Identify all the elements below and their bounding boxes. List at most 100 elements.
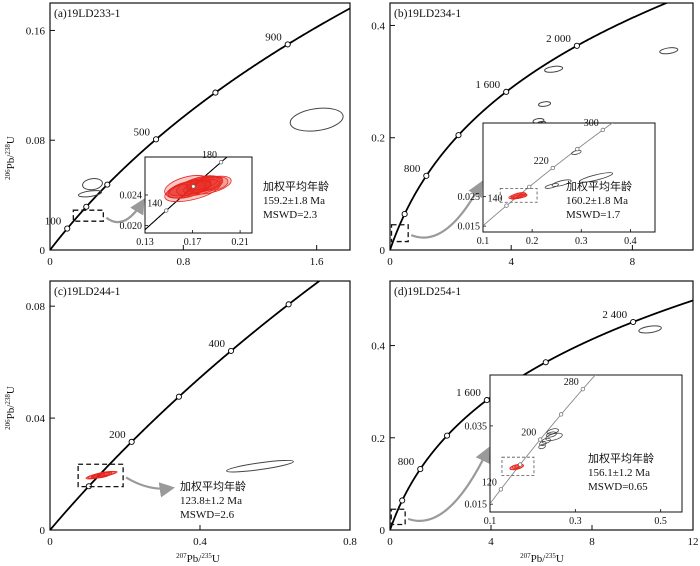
inset-discordant-ellipse (551, 179, 572, 187)
age-node (152, 136, 160, 143)
x-tick-label: 0 (47, 256, 53, 268)
zoom-arrow (105, 198, 145, 224)
inset-group (483, 123, 614, 227)
x-tick-label: 0.8 (343, 536, 357, 548)
inset-discordant-ellipse (538, 444, 546, 450)
weighted-mean-age: 156.1±1.2 Ma (588, 467, 650, 479)
inset-discordant-ellipse (578, 172, 614, 183)
concordia-group (50, 281, 321, 530)
inset-y-tick-label: 0.015 (465, 500, 488, 511)
age-node (444, 432, 451, 439)
inset-x-tick-label: 0.3 (569, 516, 582, 527)
inset-age-node (558, 412, 564, 417)
x-tick-label: 1.6 (310, 256, 324, 268)
y-tick-label: 0.4 (371, 20, 385, 32)
panel-title: (a)19LD233-1 (54, 8, 121, 20)
x-tick-label: 0 (47, 536, 53, 548)
mswd-value: MSWD=1.7 (566, 209, 621, 221)
inset-age-node (191, 184, 196, 189)
y-tick-label: 0.2 (371, 433, 385, 445)
inset-age-node (550, 165, 555, 171)
age-node (228, 347, 235, 354)
y-axis-label-bottom: 206Pb/238U (4, 386, 17, 430)
y-tick-label: 0 (380, 245, 386, 257)
inset-x-tick-label: 0.21 (231, 237, 249, 248)
discordant-ellipse (638, 325, 662, 334)
inset-group (490, 375, 596, 505)
x-tick-label: 0 (387, 536, 393, 548)
x-tick-label: 0.4 (193, 536, 207, 548)
weighted-mean-label: 加权平均年龄 (588, 451, 654, 465)
inset-x-tick-label: 0.1 (477, 236, 490, 247)
inset-age-node (538, 437, 543, 442)
zoom-arrow (125, 476, 176, 498)
y-tick-label: 0.08 (26, 301, 46, 313)
age-label: 1 600 (456, 387, 481, 399)
y-tick-label: 0.4 (371, 341, 385, 353)
inset-age-label: 120 (482, 477, 497, 488)
x-tick-label: 0.8 (176, 256, 190, 268)
x-tick-label: 4 (488, 536, 494, 548)
age-node (573, 42, 580, 49)
panel-title: (b)19LD234-1 (394, 8, 461, 20)
svg-text:206Pb/238U: 206Pb/238U (4, 386, 17, 430)
inset-age-node (164, 208, 169, 213)
concordia-curve (390, 299, 693, 530)
age-label: 500 (134, 126, 151, 138)
inset-x-tick-label: 0.5 (654, 516, 667, 527)
inset-age-node (527, 184, 532, 190)
zoom-arrow (410, 180, 483, 239)
inset-age-node (504, 203, 509, 208)
mswd-value: MSWD=0.65 (588, 481, 648, 493)
age-label: 2 000 (546, 33, 571, 45)
concordia-curve (50, 281, 321, 530)
y-axis-label-top: 206Pb/238U (4, 136, 17, 180)
inset-group (145, 157, 232, 231)
inset-age-node (218, 160, 224, 165)
inset-x-tick-label: 0.2 (526, 236, 539, 247)
inset-age-node (600, 127, 605, 133)
age-node (423, 172, 430, 179)
data-ellipse (92, 471, 113, 479)
y-tick-label: 0.16 (26, 25, 46, 37)
data-ellipse (91, 471, 118, 479)
age-label: 2 400 (602, 309, 627, 321)
y-tick-label: 0.04 (26, 413, 46, 425)
y-tick-label: 0 (40, 525, 46, 537)
svg-text:206Pb/238U: 206Pb/238U (4, 136, 17, 180)
x-tick-label: 0 (387, 256, 393, 268)
age-label: 100 (45, 216, 62, 228)
inset-concordia (490, 375, 596, 505)
x-tick-label: 12 (688, 536, 699, 548)
inset-y-tick-label: 0.025 (458, 192, 481, 203)
inset-age-node (580, 386, 585, 392)
x-axis-label-right: 207Pb/235U (520, 552, 564, 565)
age-label: 200 (109, 429, 126, 441)
inset-age-node (518, 462, 523, 467)
inset-x-tick-label: 0.3 (575, 236, 588, 247)
discordant-ellipse (659, 47, 679, 55)
y-tick-label: 0 (380, 525, 386, 537)
inset-age-label: 280 (564, 377, 579, 388)
panel-title: (d)19LD254-1 (394, 286, 461, 298)
age-node (455, 132, 462, 139)
age-node (128, 438, 135, 445)
inset-y-tick-label: 0.020 (120, 221, 143, 232)
panel-title: (c)19LD244-1 (54, 286, 121, 298)
inset-focus-box (501, 456, 535, 476)
age-node (503, 88, 510, 95)
age-node (175, 393, 182, 400)
panel-c: 0 0.4 0.8 0 0.04 0.08 (c)19LD244-1 200 400 加权平均年龄… (26, 280, 357, 548)
inset-data-ellipse (164, 178, 221, 203)
inset-discordant-ellipse (539, 441, 547, 446)
mswd-value: MSWD=2.6 (180, 509, 235, 521)
y-tick-label: 0 (40, 245, 46, 257)
weighted-mean-age: 160.2±1.8 Ma (566, 195, 628, 207)
inset-y-tick-label: 0.035 (465, 421, 488, 432)
inset-data-ellipse (510, 192, 526, 199)
inset-discordant-ellipse (571, 149, 582, 155)
inset-age-label: 200 (521, 428, 536, 439)
inset-x-tick-label: 0.13 (136, 237, 154, 248)
concordia-curve (50, 7, 350, 250)
